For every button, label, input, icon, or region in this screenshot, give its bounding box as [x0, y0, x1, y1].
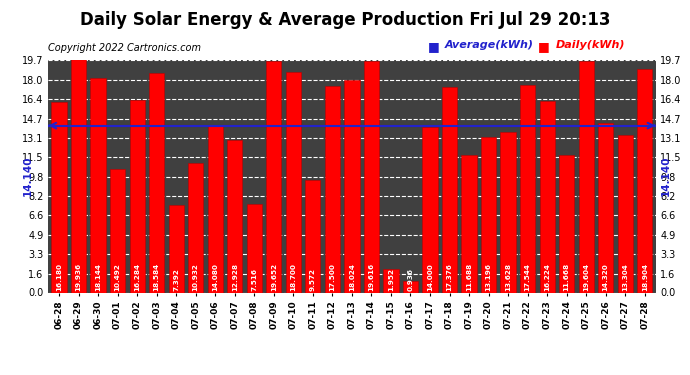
Bar: [246, 204, 262, 292]
Text: 13.196: 13.196: [486, 263, 491, 291]
Text: 16.224: 16.224: [544, 263, 550, 291]
Bar: [403, 282, 418, 292]
Text: 17.376: 17.376: [446, 263, 453, 291]
Bar: [208, 126, 223, 292]
Text: 19.616: 19.616: [368, 262, 375, 291]
Bar: [520, 86, 535, 292]
Text: 14.080: 14.080: [213, 263, 218, 291]
Bar: [325, 86, 340, 292]
Bar: [384, 270, 399, 292]
Text: 13.628: 13.628: [505, 263, 511, 291]
Bar: [559, 155, 574, 292]
Bar: [598, 123, 613, 292]
Text: 18.700: 18.700: [290, 263, 296, 291]
Bar: [305, 180, 320, 292]
Bar: [344, 80, 359, 292]
Text: 14.000: 14.000: [427, 263, 433, 291]
Bar: [442, 87, 457, 292]
Text: 17.500: 17.500: [329, 263, 335, 291]
Bar: [227, 140, 242, 292]
Text: ■: ■: [538, 40, 550, 53]
Text: 11.668: 11.668: [564, 262, 570, 291]
Bar: [71, 57, 86, 292]
Bar: [52, 102, 67, 292]
Bar: [364, 61, 379, 292]
Bar: [637, 69, 652, 292]
Bar: [110, 169, 125, 292]
Text: 7.516: 7.516: [251, 268, 257, 291]
Bar: [286, 72, 301, 292]
Text: 16.180: 16.180: [56, 263, 62, 291]
Text: 14.140: 14.140: [661, 156, 671, 196]
Text: 18.144: 18.144: [95, 263, 101, 291]
Text: 17.544: 17.544: [524, 263, 531, 291]
Text: 11.688: 11.688: [466, 262, 472, 291]
Bar: [90, 78, 106, 292]
Text: 14.140: 14.140: [23, 156, 32, 196]
Text: 13.304: 13.304: [622, 263, 628, 291]
Text: 10.932: 10.932: [193, 263, 199, 291]
Bar: [266, 61, 282, 292]
Bar: [168, 205, 184, 292]
Text: Copyright 2022 Cartronics.com: Copyright 2022 Cartronics.com: [48, 43, 201, 53]
Text: 19.604: 19.604: [583, 263, 589, 291]
Text: 0.936: 0.936: [408, 268, 413, 291]
Bar: [188, 164, 204, 292]
Text: 10.492: 10.492: [115, 263, 121, 291]
Bar: [540, 101, 555, 292]
Text: Average(kWh): Average(kWh): [445, 40, 534, 50]
Bar: [462, 154, 477, 292]
Text: 1.952: 1.952: [388, 268, 394, 291]
Bar: [130, 100, 145, 292]
Text: 18.024: 18.024: [349, 263, 355, 291]
Bar: [481, 137, 496, 292]
Bar: [579, 61, 594, 292]
Text: Daily(kWh): Daily(kWh): [555, 40, 625, 50]
Bar: [618, 135, 633, 292]
Text: ■: ■: [428, 40, 440, 53]
Text: 7.392: 7.392: [173, 268, 179, 291]
Text: 18.584: 18.584: [154, 262, 159, 291]
Bar: [500, 132, 515, 292]
Bar: [149, 73, 164, 292]
Text: 14.320: 14.320: [602, 263, 609, 291]
Bar: [422, 127, 437, 292]
Text: Daily Solar Energy & Average Production Fri Jul 29 20:13: Daily Solar Energy & Average Production …: [80, 11, 610, 29]
Text: 16.284: 16.284: [134, 263, 140, 291]
Text: 18.904: 18.904: [642, 263, 648, 291]
Text: 9.572: 9.572: [310, 268, 316, 291]
Text: 19.936: 19.936: [76, 262, 81, 291]
Text: 12.928: 12.928: [232, 263, 238, 291]
Text: 19.652: 19.652: [270, 262, 277, 291]
